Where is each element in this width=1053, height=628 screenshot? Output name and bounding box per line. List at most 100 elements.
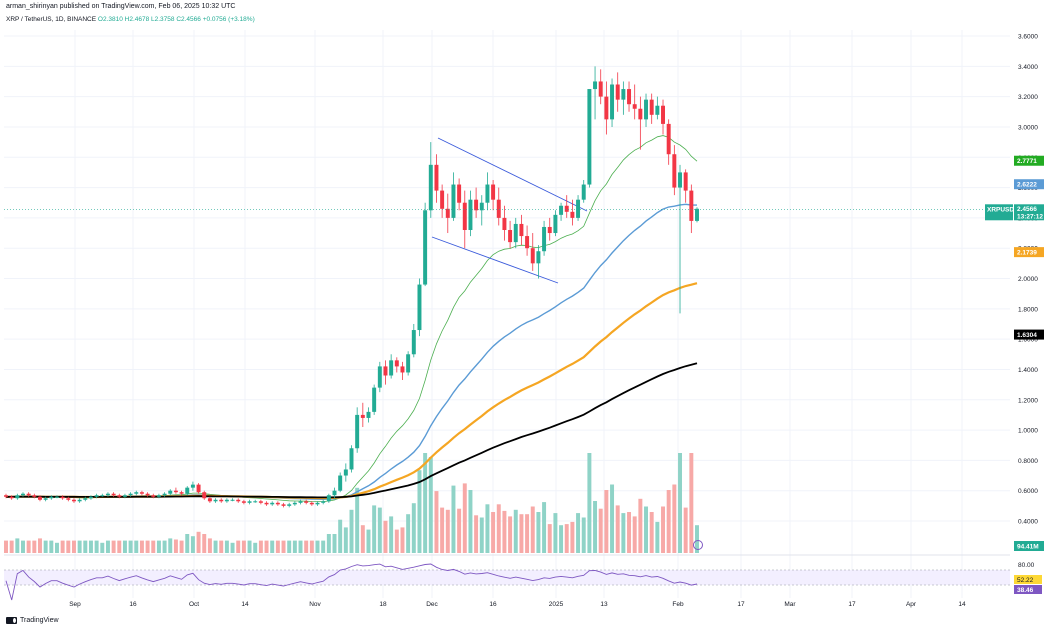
- volume-bar: [15, 538, 20, 553]
- ma-badge-value: 2.7771: [1017, 158, 1037, 165]
- candle-body: [71, 499, 76, 502]
- volume-bar: [264, 540, 269, 553]
- candle-body: [547, 226, 552, 234]
- volume-bar: [581, 517, 586, 553]
- candle-body: [553, 214, 558, 234]
- candle-body: [377, 366, 382, 388]
- candle-body: [230, 499, 235, 501]
- candle-body: [389, 360, 394, 376]
- candle-body: [428, 164, 433, 211]
- volume-bar: [355, 487, 360, 553]
- volume-bar: [122, 540, 127, 553]
- candle-body: [21, 493, 25, 496]
- volume-bar: [593, 501, 598, 553]
- volume-bar: [621, 513, 626, 553]
- volume-bar: [372, 505, 377, 553]
- volume-bar: [230, 542, 235, 553]
- volume-bar: [587, 453, 592, 553]
- volume-bar: [491, 512, 496, 553]
- volume-bar: [598, 508, 603, 553]
- volume-bar: [281, 540, 286, 553]
- volume-bar: [258, 540, 263, 553]
- volume-bar: [134, 540, 139, 553]
- candle-body: [219, 499, 224, 502]
- volume-bar: [83, 540, 88, 553]
- volume-bar: [383, 520, 388, 553]
- volume-bar: [638, 498, 643, 553]
- volume-bar: [179, 540, 184, 553]
- candle-body: [655, 105, 660, 115]
- volume-bar: [411, 503, 416, 553]
- volume-bar: [349, 509, 354, 553]
- candle-body: [440, 190, 445, 209]
- x-tick-label: 17: [737, 601, 745, 608]
- volume-bar: [321, 540, 326, 553]
- candle-body: [264, 502, 269, 505]
- volume-bar: [423, 453, 428, 553]
- candle-body: [134, 492, 139, 494]
- candle-body: [672, 154, 677, 188]
- candle-body: [321, 501, 326, 503]
- candle-body: [587, 89, 592, 185]
- ohlc-values: O2.3810 H2.4678 L2.3758 C2.4566 +0.0756 …: [97, 16, 255, 23]
- rsi-badge: [1014, 585, 1042, 594]
- candle-body: [434, 164, 439, 191]
- volume-bar: [666, 490, 671, 553]
- volume-bar: [519, 514, 524, 553]
- volume-bar: [672, 484, 677, 553]
- candle-body: [190, 484, 195, 488]
- candle-body: [666, 123, 671, 155]
- candle-body: [49, 496, 54, 499]
- volume-bar: [440, 507, 445, 553]
- volume-bar: [21, 540, 25, 553]
- volume-bar: [462, 483, 467, 553]
- candle-body: [309, 502, 314, 505]
- volume-bar: [570, 521, 575, 553]
- candle-body: [536, 251, 541, 264]
- volume-bar: [649, 512, 654, 553]
- x-tick-label: Nov: [309, 601, 321, 608]
- volume-bar: [117, 540, 122, 553]
- symbol-info: XRP / TetherUS, 1D, BINANCE: [6, 16, 97, 23]
- volume-bar: [417, 470, 422, 553]
- volume-bar: [241, 540, 246, 553]
- candle-body: [83, 498, 88, 500]
- upper-trendline: [437, 137, 588, 212]
- volume-bar: [689, 453, 694, 553]
- ohlc-line: XRP / TetherUS, 1D, BINANCE O2.3810 H2.4…: [6, 16, 255, 23]
- volume-bar: [145, 540, 150, 553]
- candle-body: [224, 499, 229, 502]
- volume-bar: [253, 542, 258, 553]
- candle-body: [355, 414, 360, 449]
- candle-body: [122, 495, 127, 497]
- volume-bar: [298, 540, 303, 553]
- x-tick-label: 18: [379, 601, 387, 608]
- candle-body: [474, 199, 479, 211]
- candle-body: [145, 493, 150, 496]
- volume-bar: [661, 506, 665, 553]
- volume-bar: [615, 505, 620, 553]
- candle-body: [468, 199, 473, 230]
- volume-bar: [26, 540, 31, 553]
- volume-bar: [315, 540, 320, 553]
- candle-body: [173, 490, 178, 493]
- x-tick-label: Sep: [69, 601, 81, 608]
- x-tick-label: 2025: [549, 601, 564, 608]
- candle-body: [542, 226, 547, 252]
- volume-bar: [43, 540, 48, 553]
- rsi-level-label: 52.22: [1017, 577, 1034, 584]
- volume-bar: [54, 542, 59, 553]
- volume-bar: [394, 529, 399, 553]
- candle-body: [105, 493, 110, 496]
- x-tick-label: 13: [600, 601, 608, 608]
- y-tick-label: 0.6000: [1018, 488, 1038, 495]
- volume-bar: [270, 540, 275, 553]
- volume-badge: [1014, 541, 1044, 551]
- candle-body: [15, 495, 20, 499]
- candle-body: [54, 496, 59, 498]
- volume-bar: [400, 527, 405, 553]
- y-tick-label: 1.4000: [1018, 367, 1038, 374]
- candle-body: [496, 199, 501, 218]
- volume-bar: [508, 516, 513, 553]
